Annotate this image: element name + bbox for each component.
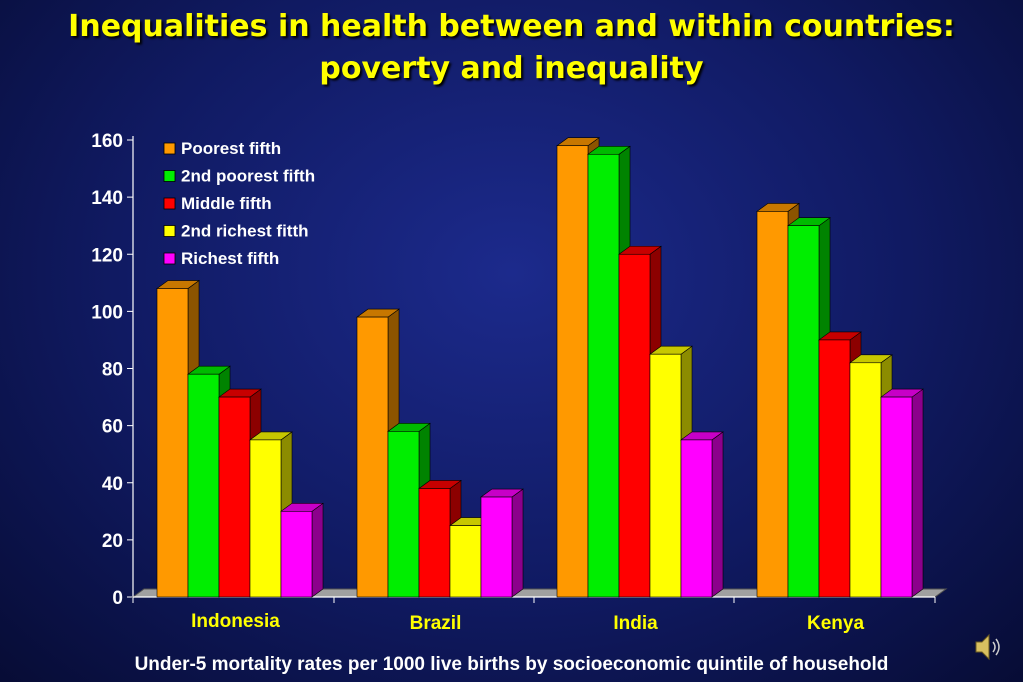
bar-front-face (818, 339, 851, 598)
y-tick-label: 40 (102, 474, 123, 495)
y-tick-label: 100 (91, 302, 123, 323)
legend-label: Richest fifth (181, 249, 279, 268)
bar-front-face (449, 525, 482, 598)
bar-india-5 (680, 431, 724, 598)
title-line-2: poverty and inequality (319, 51, 704, 86)
bar-front-face (787, 225, 820, 598)
title-line-1: Inequalities in health between and withi… (68, 9, 955, 44)
bar-front-face (249, 439, 282, 598)
bar-front-face (880, 396, 913, 598)
legend-label: 2nd richest fitth (181, 222, 309, 241)
bar-front-face (480, 496, 513, 598)
legend-swatch (163, 252, 176, 265)
legend-swatch (163, 197, 176, 210)
bar-front-face (387, 431, 420, 598)
y-tick-label: 60 (102, 417, 123, 438)
legend-swatch (163, 170, 176, 182)
bar-front-face (587, 153, 620, 598)
bar-front-face (756, 211, 789, 598)
bar-side-face (511, 488, 524, 598)
y-tick-label: 160 (91, 131, 123, 152)
y-tick-label: 140 (91, 188, 123, 209)
bar-kenya-5 (880, 388, 924, 598)
bar-front-face (618, 253, 651, 598)
x-tick-label-india: India (613, 613, 658, 634)
bar-front-face (187, 373, 220, 598)
bar-front-face (418, 488, 451, 598)
bar-front-face (680, 439, 713, 598)
x-tick-label-indonesia: Indonesia (191, 611, 280, 632)
bar-side-face (911, 388, 924, 598)
y-tick-label: 20 (102, 531, 123, 552)
bar-front-face (556, 145, 589, 598)
chart-caption: Under-5 mortality rates per 1000 live bi… (134, 654, 889, 675)
bar-front-face (280, 511, 313, 598)
bar-indonesia-5 (280, 502, 324, 598)
legend-swatch (163, 225, 176, 237)
y-tick-label: 0 (112, 588, 123, 609)
bar-front-face (649, 353, 682, 598)
bar-brazil-5 (480, 488, 524, 598)
legend-label: 2nd poorest fifth (181, 167, 315, 186)
bar-side-face (311, 502, 324, 598)
y-tick-label: 80 (102, 360, 123, 381)
legend-label: Poorest fifth (181, 139, 281, 158)
bar-front-face (218, 396, 251, 598)
legend-swatch (163, 142, 176, 155)
y-tick-label: 120 (91, 245, 123, 266)
speaker-icon[interactable] (972, 630, 1006, 669)
bar-side-face (711, 431, 724, 598)
bar-front-face (849, 362, 882, 598)
x-tick-label-brazil: Brazil (410, 613, 462, 634)
page-title: Inequalities in health between and withi… (0, 6, 1023, 90)
legend-label: Middle fifth (181, 194, 272, 213)
bar-front-face (156, 288, 189, 598)
bar-front-face (356, 316, 389, 598)
x-tick-label-kenya: Kenya (807, 613, 864, 634)
